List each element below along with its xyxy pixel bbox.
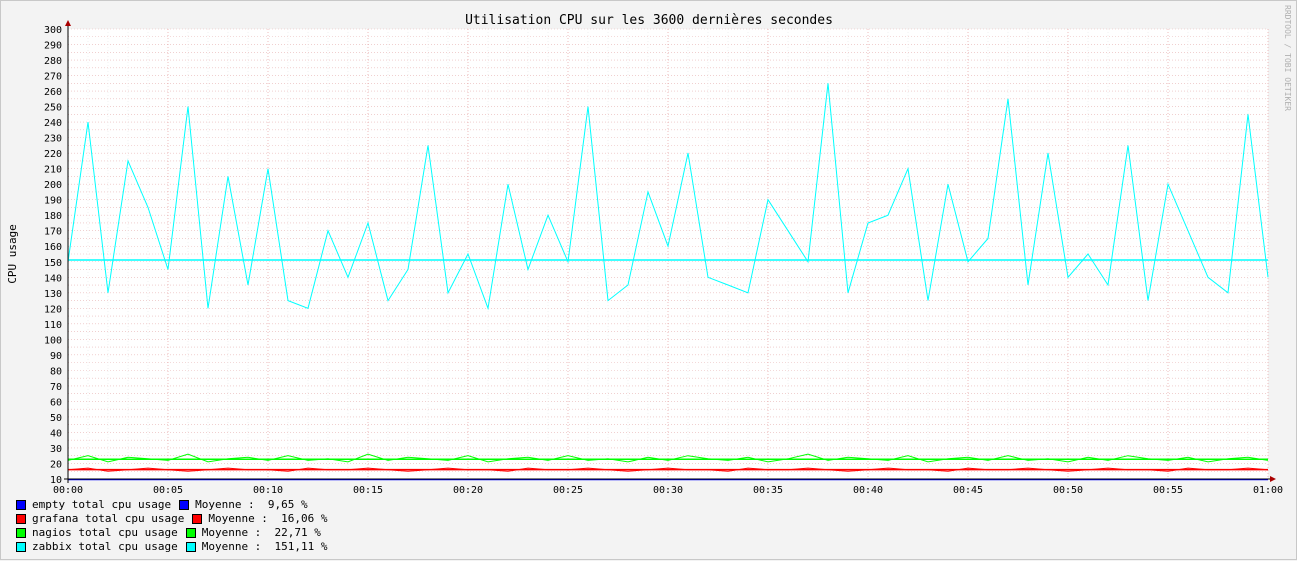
series-line-3	[67, 83, 1269, 311]
x-tick-label: 00:10	[253, 485, 283, 496]
y-tick-label: 210	[44, 165, 62, 176]
x-tick-label: 01:00	[1253, 485, 1283, 496]
legend-avg-empty: Moyenne : 9,65 %	[195, 498, 308, 511]
y-tick-label: 110	[44, 320, 62, 331]
legend-avg-swatch-empty	[179, 500, 190, 510]
legend-swatch-nagios	[16, 528, 26, 538]
legend-avg-zabbix: Moyenne : 151,11 %	[201, 540, 328, 553]
x-tick-label: 00:50	[1053, 485, 1083, 496]
y-tick-label: 150	[44, 258, 62, 269]
legend-label-empty: empty total cpu usage	[32, 498, 172, 511]
y-tick-label: 140	[44, 273, 62, 284]
x-tick-label: 00:40	[853, 485, 883, 496]
y-tick-label: 70	[50, 382, 62, 393]
y-tick-label: 290	[44, 41, 62, 52]
x-tick-label: 00:15	[353, 485, 383, 496]
y-tick-label: 190	[44, 196, 62, 207]
legend: empty total cpu usage Moyenne : 9,65 % g…	[16, 498, 328, 554]
x-tick-label: 00:55	[1153, 485, 1183, 496]
y-tick-label: 240	[44, 118, 62, 129]
chart-title: Utilisation CPU sur les 3600 dernières s…	[465, 13, 833, 28]
x-tick-label: 00:25	[553, 485, 583, 496]
legend-label-nagios: nagios total cpu usage	[32, 526, 178, 539]
y-tick-label: 230	[44, 134, 62, 145]
average-lines	[68, 259, 1268, 481]
legend-avg-swatch-nagios	[185, 528, 196, 538]
y-tick-label: 220	[44, 149, 62, 160]
legend-avg-swatch-grafana	[192, 514, 203, 524]
legend-label-zabbix: zabbix total cpu usage	[32, 540, 178, 553]
x-tick-label: 00:35	[753, 485, 783, 496]
y-tick-label: 300	[44, 25, 62, 36]
legend-avg-nagios: Moyenne : 22,71 %	[201, 526, 321, 539]
x-tick-label: 00:00	[53, 485, 83, 496]
x-tick-label: 00:05	[153, 485, 183, 496]
y-tick-label: 20	[50, 459, 62, 470]
legend-row-grafana: grafana total cpu usage Moyenne : 16,06 …	[16, 512, 328, 526]
y-tick-label: 10	[50, 475, 62, 486]
legend-label-grafana: grafana total cpu usage	[32, 512, 185, 525]
x-tick-label: 00:20	[453, 485, 483, 496]
y-tick-labels: 10 20 30 40 50 60 70 80 90 100 110 120 130 140 150 160 1…	[44, 25, 62, 486]
y-tick-label: 170	[44, 227, 62, 238]
legend-row-empty: empty total cpu usage Moyenne : 9,65 %	[16, 498, 328, 512]
legend-swatch-empty	[16, 500, 26, 510]
y-tick-label: 60	[50, 397, 62, 408]
x-axis-arrow	[1270, 476, 1276, 482]
y-tick-label: 80	[50, 366, 62, 377]
y-tick-label: 90	[50, 351, 62, 362]
y-tick-label: 200	[44, 180, 62, 191]
y-tick-label: 30	[50, 444, 62, 455]
watermark: RRDTOOL / TOBI OETIKER	[1283, 5, 1292, 111]
y-tick-label: 120	[44, 304, 62, 315]
y-tick-label: 130	[44, 289, 62, 300]
series-line-2	[67, 453, 1269, 463]
y-tick-label: 260	[44, 87, 62, 98]
legend-swatch-zabbix	[16, 542, 26, 552]
y-axis-label: CPU usage	[6, 224, 19, 284]
legend-avg-grafana: Moyenne : 16,06 %	[208, 512, 328, 525]
grid	[67, 28, 1269, 480]
legend-row-nagios: nagios total cpu usage Moyenne : 22,71 %	[16, 526, 328, 540]
y-tick-label: 50	[50, 413, 62, 424]
y-tick-label: 40	[50, 428, 62, 439]
x-tick-labels: 00:00 00:05 00:10 00:15 00:20 00:25 00:30 00:35…	[53, 485, 1283, 496]
legend-row-zabbix: zabbix total cpu usage Moyenne : 151,11 …	[16, 540, 328, 554]
y-tick-label: 280	[44, 56, 62, 67]
x-tick-label: 00:45	[953, 485, 983, 496]
y-tick-label: 160	[44, 242, 62, 253]
legend-avg-swatch-zabbix	[185, 542, 196, 552]
y-tick-label: 250	[44, 103, 62, 114]
legend-swatch-grafana	[16, 514, 26, 524]
y-tick-label: 100	[44, 335, 62, 346]
y-tick-label: 270	[44, 72, 62, 83]
y-axis-arrow	[65, 20, 71, 26]
y-tick-label: 180	[44, 211, 62, 222]
x-tick-label: 00:30	[653, 485, 683, 496]
